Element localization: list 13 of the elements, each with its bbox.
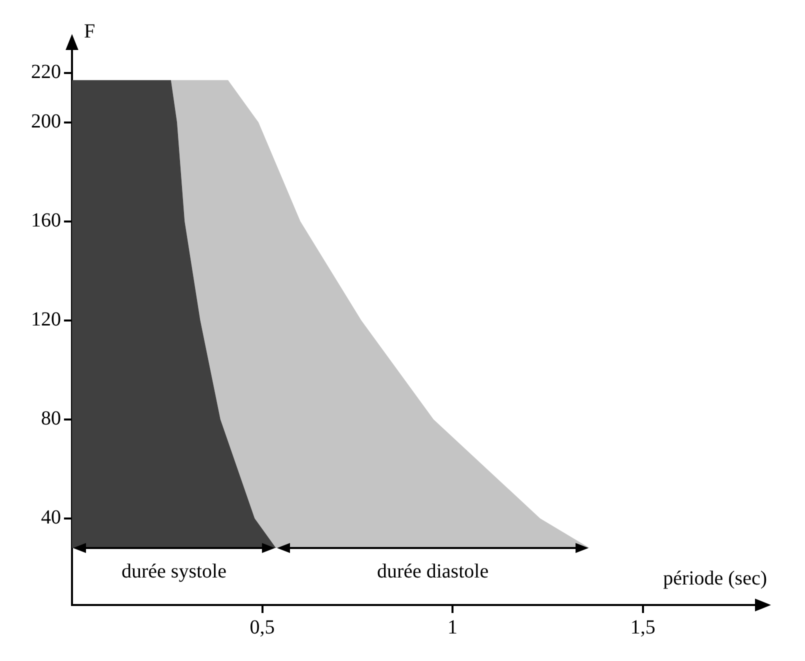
- annotation: durée diastole: [376, 560, 489, 582]
- x-tick-label: 0,5: [250, 616, 275, 638]
- y-tick-label: 40: [41, 506, 61, 529]
- x-tick-label: 1,5: [630, 616, 656, 638]
- y-tick-label: 160: [31, 210, 61, 232]
- x-axis-title: période (sec): [663, 567, 767, 590]
- x-tick-label: 1: [448, 616, 458, 638]
- annotation: durée systole: [121, 560, 227, 582]
- y-tick-label: 200: [31, 110, 61, 133]
- y-tick-label: 120: [31, 308, 61, 331]
- y-axis-title: F: [84, 20, 96, 42]
- y-tick-label: 80: [41, 408, 61, 430]
- y-tick-label: 220: [31, 61, 61, 84]
